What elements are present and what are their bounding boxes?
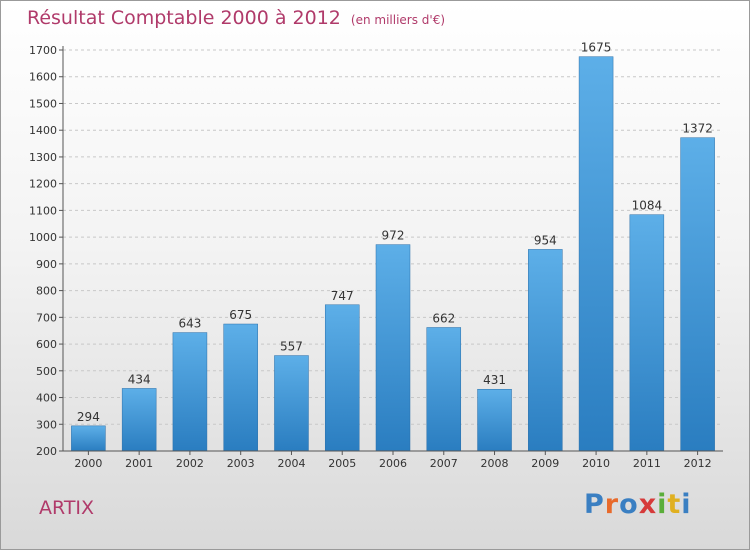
- bar-2012: [680, 137, 715, 452]
- bar-2010: [578, 56, 614, 452]
- data-label-2002: 643: [178, 317, 201, 331]
- bar-2007: [426, 327, 462, 452]
- y-tick-label: 1400: [29, 124, 57, 137]
- logo-letter: o: [619, 489, 639, 520]
- y-tick-label: 1700: [29, 44, 57, 57]
- x-tick-label-2001: 2001: [125, 457, 153, 470]
- data-label-2005: 747: [331, 289, 354, 303]
- bar-2004: [274, 355, 309, 452]
- data-label-2000: 294: [77, 410, 100, 424]
- data-label-2003: 675: [229, 308, 252, 322]
- bar-2005: [324, 304, 360, 452]
- y-tick-label: 1200: [29, 178, 57, 191]
- y-tick-label: 1300: [29, 151, 57, 164]
- chart-title: Résultat Comptable 2000 à 2012: [27, 7, 341, 29]
- bar-2009: [528, 249, 563, 452]
- bar-2000: [71, 425, 106, 452]
- y-tick-label: 1100: [29, 204, 57, 217]
- logo-letter: t: [667, 489, 682, 520]
- bar-2002: [172, 332, 208, 452]
- y-tick-label: 200: [36, 445, 57, 458]
- proxiti-logo: Proxiti: [584, 489, 692, 520]
- title-row: Résultat Comptable 2000 à 2012 (en millie…: [27, 7, 445, 29]
- data-label-2010: 1675: [581, 41, 612, 55]
- data-label-2011: 1084: [632, 199, 663, 213]
- x-tick-label-2008: 2008: [481, 457, 509, 470]
- logo-letter: P: [584, 489, 605, 520]
- x-tick-label-2003: 2003: [227, 457, 255, 470]
- y-tick-label: 700: [36, 311, 57, 324]
- y-tick-label: 1000: [29, 231, 57, 244]
- y-tick-label: 400: [36, 392, 57, 405]
- x-tick-label-2004: 2004: [277, 457, 305, 470]
- x-tick-label-2012: 2012: [684, 457, 712, 470]
- bar-2008: [477, 388, 512, 452]
- x-tick-label-2010: 2010: [582, 457, 610, 470]
- logo-letter: x: [638, 489, 658, 520]
- data-labels: 294 434 643 675 557 747 972 662 431 954 1675 1084 13…: [77, 41, 713, 424]
- y-tick-label: 800: [36, 285, 57, 298]
- logo-letter: i: [657, 489, 668, 520]
- y-tick-label: 500: [36, 365, 57, 378]
- data-label-2001: 434: [128, 372, 151, 386]
- bar-2006: [375, 244, 411, 452]
- data-label-2012: 1372: [682, 122, 713, 136]
- data-label-2004: 557: [280, 340, 303, 354]
- axes: 200 300 400 500 600 700 800 900 1000 1100 1200 1300…: [29, 44, 723, 470]
- y-tick-label: 1500: [29, 97, 57, 110]
- data-label-2008: 431: [483, 373, 506, 387]
- x-tick-label-2002: 2002: [176, 457, 204, 470]
- x-tick-label-2005: 2005: [328, 457, 356, 470]
- logo-letter: r: [604, 489, 620, 520]
- bar-2011: [629, 214, 665, 452]
- bar-2001: [121, 388, 157, 452]
- x-tick-label-2007: 2007: [430, 457, 458, 470]
- data-label-2009: 954: [534, 233, 557, 247]
- bars: [71, 56, 715, 452]
- y-tick-label: 600: [36, 338, 57, 351]
- bar-2003: [223, 323, 258, 452]
- town-name: ARTIX: [39, 497, 95, 519]
- chart-subtitle: (en milliers d'€): [350, 13, 446, 27]
- y-tick-label: 1600: [29, 71, 57, 84]
- data-label-2007: 662: [432, 311, 455, 325]
- logo-letter: i: [681, 489, 692, 520]
- x-tick-label-2011: 2011: [633, 457, 661, 470]
- y-tick-label: 300: [36, 418, 57, 431]
- x-tick-label-2000: 2000: [74, 457, 102, 470]
- data-label-2006: 972: [382, 229, 405, 243]
- x-tick-label-2006: 2006: [379, 457, 407, 470]
- x-tick-label-2009: 2009: [531, 457, 559, 470]
- y-tick-label: 900: [36, 258, 57, 271]
